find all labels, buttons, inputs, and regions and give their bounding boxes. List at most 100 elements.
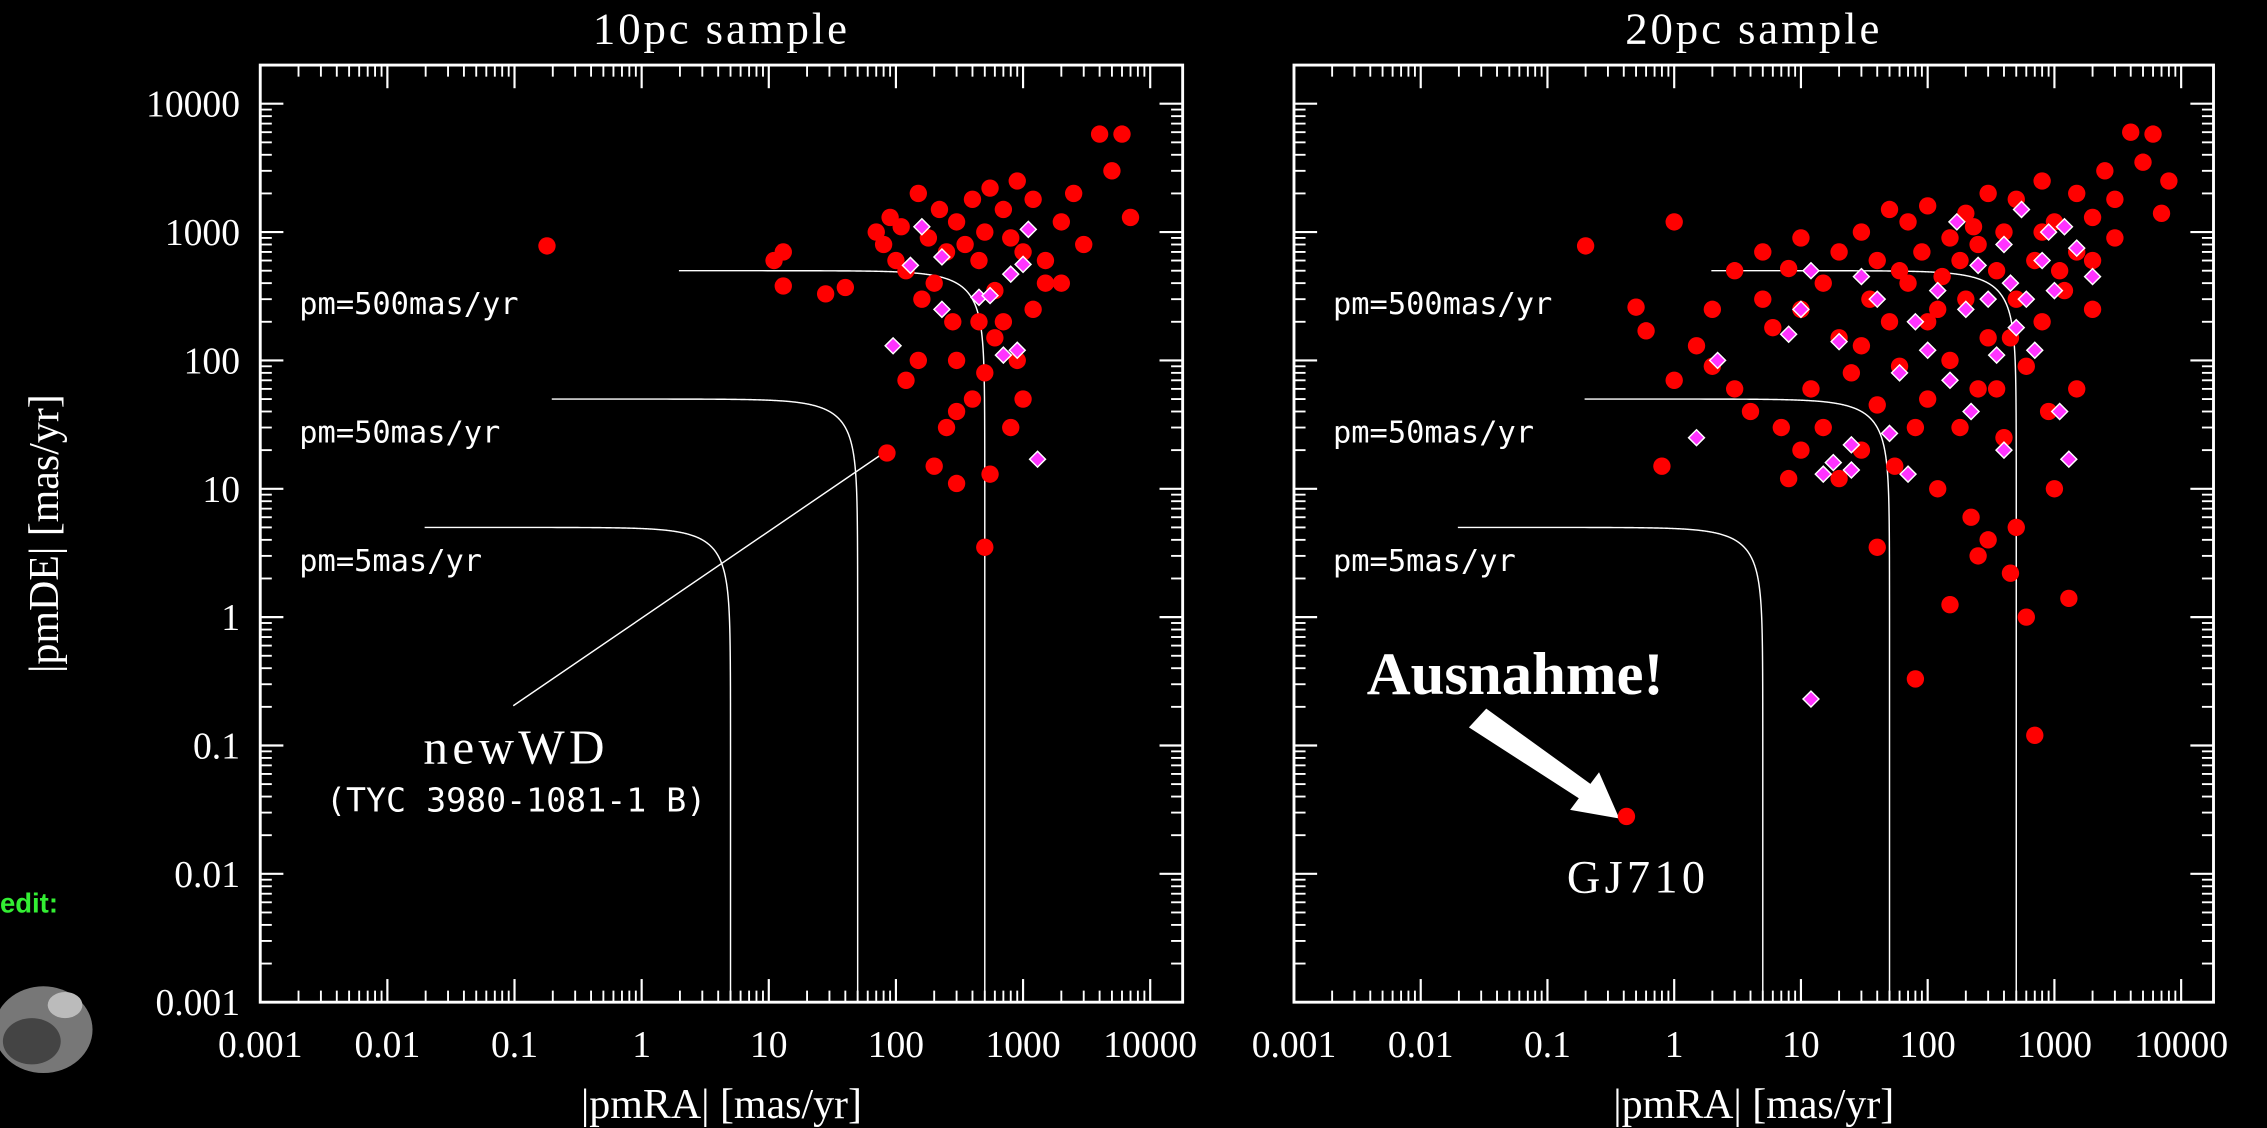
data-point xyxy=(2039,223,2058,242)
data-point xyxy=(1962,402,1981,421)
data-point xyxy=(1617,807,1636,826)
data-point xyxy=(1687,337,1706,355)
data-point xyxy=(1852,337,1871,355)
y-tick-label: 10 xyxy=(202,470,240,511)
y-tick-label: 10000 xyxy=(146,85,240,126)
data-point xyxy=(1830,332,1849,351)
data-point xyxy=(874,235,893,254)
data-point xyxy=(970,313,988,331)
data-point xyxy=(1886,457,1904,475)
data-point xyxy=(1653,457,1671,475)
x-tick-label: 10 xyxy=(750,1025,788,1066)
x-tick-label: 1000 xyxy=(985,1025,1060,1066)
data-point xyxy=(2017,608,2035,626)
data-point xyxy=(1019,220,1038,239)
credit-label: edit: xyxy=(0,888,58,919)
data-point xyxy=(1852,223,1871,241)
data-point xyxy=(981,286,1000,305)
data-point xyxy=(1754,290,1772,308)
y-tick-label: 1000 xyxy=(165,213,240,254)
data-point xyxy=(1890,363,1909,382)
data-point xyxy=(2083,267,2102,286)
data-point xyxy=(1703,300,1722,319)
data-point xyxy=(2026,726,2044,744)
data-point xyxy=(1830,243,1848,261)
data-point xyxy=(2122,123,2140,141)
annotation-pointer xyxy=(512,453,883,707)
data-point xyxy=(963,190,982,208)
data-point xyxy=(937,418,956,437)
data-point xyxy=(1868,396,1886,414)
chart-title: 20pc sample xyxy=(1625,3,1882,53)
data-point xyxy=(1890,262,1909,280)
x-axis-label: |pmRA| [mas/yr] xyxy=(581,1082,862,1128)
data-point xyxy=(2060,589,2078,608)
data-point xyxy=(2007,518,2025,537)
data-point xyxy=(816,285,835,303)
data-point xyxy=(1899,465,1918,484)
data-point xyxy=(1764,318,1782,337)
data-point xyxy=(1008,172,1026,190)
x-tick-label: 0.1 xyxy=(491,1025,538,1066)
data-point xyxy=(947,402,966,421)
data-point xyxy=(1002,418,1020,437)
data-point xyxy=(1969,380,1987,398)
data-point xyxy=(909,351,927,370)
data-point xyxy=(1801,261,1820,280)
data-point xyxy=(1036,251,1055,270)
data-point xyxy=(1792,441,1810,459)
x-tick-label: 0.001 xyxy=(218,1025,303,1066)
pm-curve-label: pm=5mas/yr xyxy=(1333,544,1516,579)
data-point xyxy=(2083,300,2102,319)
x-tick-label: 1 xyxy=(632,1025,651,1066)
data-point xyxy=(994,346,1013,365)
data-point xyxy=(2160,172,2178,190)
data-point xyxy=(994,313,1013,331)
data-point xyxy=(1995,223,2013,241)
data-point xyxy=(1090,125,1109,143)
data-point xyxy=(1802,380,1820,398)
data-point xyxy=(1941,596,1959,614)
data-point xyxy=(2001,274,2020,293)
data-point xyxy=(1637,322,1655,340)
data-point xyxy=(1002,229,1020,247)
data-point xyxy=(1951,418,1969,437)
plot: 0.001 0.01 0.1 1 10 100 1000 10000 pm=500mas/yr p… xyxy=(1252,63,2228,1066)
chart-title: 10pc sample xyxy=(593,3,850,53)
data-point xyxy=(1028,450,1047,469)
annotation: (TYC 3980-1081-1 B) xyxy=(326,780,706,819)
data-point xyxy=(1995,429,2013,447)
data-point xyxy=(1779,325,1798,344)
data-point xyxy=(913,290,931,308)
data-point xyxy=(2007,290,2025,308)
data-point xyxy=(1064,184,1083,203)
data-point xyxy=(1947,212,1966,231)
x-tick-label: 10000 xyxy=(1103,1025,1197,1066)
data-point xyxy=(1941,371,1959,390)
pm-curve-label: pm=50mas/yr xyxy=(299,415,500,450)
data-point xyxy=(909,184,927,203)
data-point xyxy=(1951,251,1969,270)
data-point xyxy=(2067,239,2086,258)
data-point xyxy=(947,351,966,370)
data-point xyxy=(1987,262,2006,280)
credit-image xyxy=(0,986,93,1074)
data-point xyxy=(1772,418,1790,437)
data-point xyxy=(1024,190,1042,208)
data-point xyxy=(912,217,931,236)
data-point xyxy=(2152,204,2171,222)
data-point xyxy=(878,444,896,462)
data-point xyxy=(901,256,920,275)
data-point xyxy=(2083,251,2102,270)
data-point xyxy=(1987,380,2006,398)
data-point xyxy=(1941,351,1959,370)
data-point xyxy=(1906,670,1925,688)
data-point xyxy=(1075,235,1093,254)
y-axis-label: |pmDE| [mas/yr] xyxy=(22,394,68,673)
data-point xyxy=(1779,259,1798,278)
x-tick-label: 10 xyxy=(1782,1025,1820,1066)
data-point xyxy=(2134,153,2152,171)
data-point xyxy=(956,235,974,254)
